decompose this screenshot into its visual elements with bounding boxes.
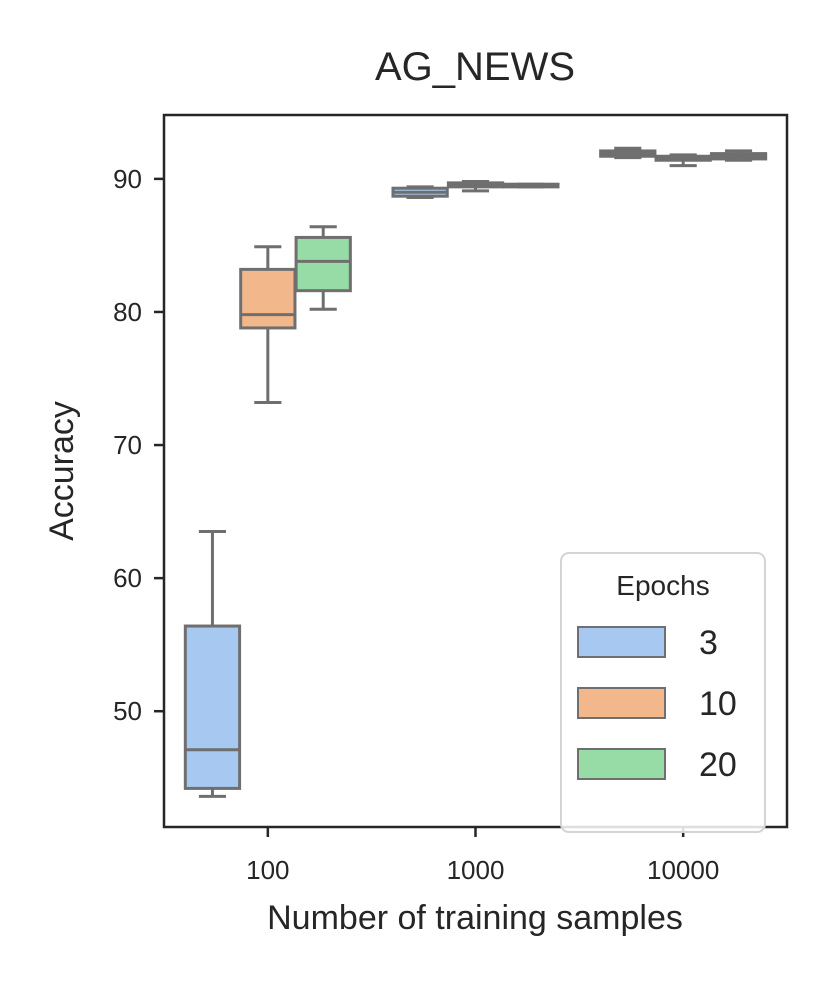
y-tick-label: 70 <box>113 430 142 460</box>
x-tick-label: 1000 <box>447 855 505 885</box>
legend-label-10: 10 <box>699 685 737 723</box>
x-tick-label: 10000 <box>647 855 719 885</box>
x-axis: 100 1000 10000 <box>246 827 719 885</box>
box-body <box>294 235 352 293</box>
legend-swatch-3 <box>577 626 666 658</box>
x-tick-label: 100 <box>246 855 289 885</box>
y-axis: 50 60 70 80 90 <box>113 164 164 726</box>
legend-swatch-20 <box>577 748 666 780</box>
y-tick-label: 60 <box>113 563 142 593</box>
box-20-epochs-1000 <box>502 182 560 189</box>
chart-title: AG_NEWS <box>375 45 575 89</box>
box-3-epochs-100 <box>183 530 242 798</box>
box-10-epochs-1000 <box>446 180 505 193</box>
box-3-epochs-1000 <box>391 185 449 200</box>
y-tick-label: 80 <box>113 297 142 327</box>
legend: Epochs 3 10 20 <box>560 552 766 833</box>
x-axis-label: Number of training samples <box>267 899 683 937</box>
plot-area <box>183 146 768 798</box>
y-tick-label: 90 <box>113 164 142 194</box>
legend-swatch-10 <box>577 687 666 719</box>
box-20-epochs-100 <box>294 225 352 311</box>
legend-label-20: 20 <box>699 746 737 784</box>
box-3-epochs-10000 <box>599 146 657 160</box>
y-tick-label: 50 <box>113 696 142 726</box>
box-20-epochs-10000 <box>709 149 768 162</box>
box-10-epochs-100 <box>239 245 297 404</box>
box-10-epochs-10000 <box>654 153 712 168</box>
legend-title: Epochs <box>616 570 709 601</box>
box-body <box>183 624 242 790</box>
box-body <box>239 267 297 330</box>
legend-label-3: 3 <box>699 624 718 662</box>
y-axis-label: Accuracy <box>43 401 81 541</box>
